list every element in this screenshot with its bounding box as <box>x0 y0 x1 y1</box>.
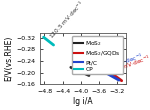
Text: 120.5 mV·dec$^{-1}$: 120.5 mV·dec$^{-1}$ <box>47 0 86 41</box>
Text: 46.3 mV·dec$^{-1}$: 46.3 mV·dec$^{-1}$ <box>107 53 150 77</box>
Text: 69.3 mV·dec$^{-1}$: 69.3 mV·dec$^{-1}$ <box>73 45 118 70</box>
Y-axis label: E/V(vs.RHE): E/V(vs.RHE) <box>4 36 13 82</box>
Text: 44.5 mV·dec$^{-1}$: 44.5 mV·dec$^{-1}$ <box>99 51 144 74</box>
X-axis label: lg i/A: lg i/A <box>73 97 93 106</box>
Legend: MoS$_2$, MoS$_2$/GQDs, Pt/C, CP: MoS$_2$, MoS$_2$/GQDs, Pt/C, CP <box>72 36 123 74</box>
